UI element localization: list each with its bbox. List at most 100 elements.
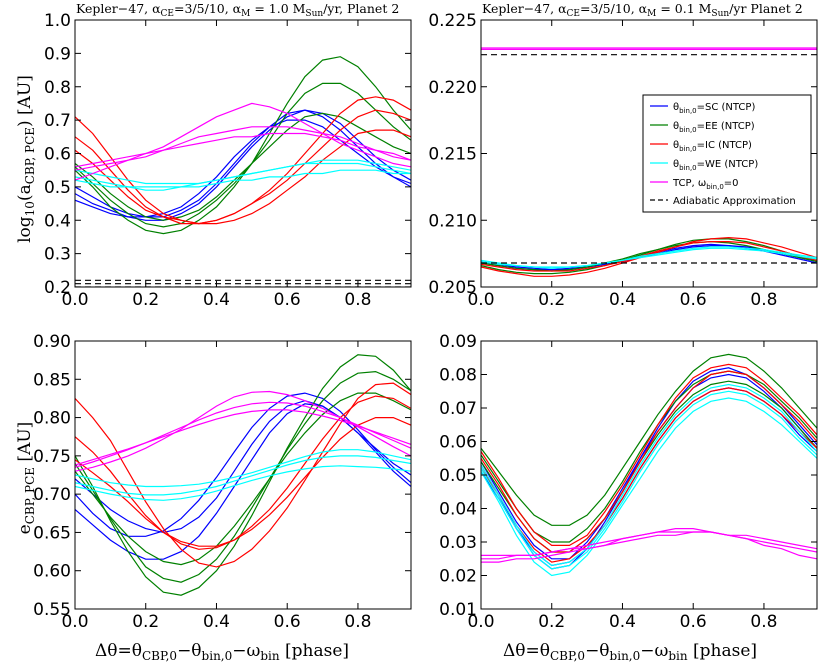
x-tick-label: 0.4 xyxy=(203,612,230,632)
series-line-we-10 xyxy=(75,455,411,496)
series-line-ic-6 xyxy=(75,382,411,568)
series-line-sc-1 xyxy=(75,119,411,218)
axes-frame xyxy=(74,340,412,610)
series-line-tcp-14 xyxy=(481,531,817,557)
y-tick-label: 0.07 xyxy=(439,399,477,419)
series-line-ee-3 xyxy=(75,354,411,596)
y-tick-label: 0.55 xyxy=(33,600,71,620)
legend-entry-tcp: TCP, ωbin,0=0 xyxy=(650,178,739,191)
y-tick-label: 1.0 xyxy=(44,11,71,31)
x-tick-label: 0.6 xyxy=(680,290,707,310)
y-tick-label: 0.9 xyxy=(44,44,71,64)
x-tick-label: 0.4 xyxy=(609,612,636,632)
series-line-ic-7 xyxy=(481,370,817,553)
x-tick-label: 0.8 xyxy=(344,290,371,310)
series-line-ic-8 xyxy=(75,417,411,547)
series-line-ee-3 xyxy=(481,353,817,526)
series-line-ic-5 xyxy=(481,241,817,272)
y-tick-label: 0.04 xyxy=(439,500,477,520)
y-tick-label: 0.75 xyxy=(33,447,71,467)
series-line-tcp-13 xyxy=(75,126,411,171)
xlabel-bottom-left: Δθ=θCBP,0−θbin,0−ωbin [phase] xyxy=(95,641,349,663)
series-line-ee-5 xyxy=(75,392,411,566)
legend-entry-adiabatic: Adiabatic Approximation xyxy=(650,196,796,207)
x-tick-label: 0.0 xyxy=(467,290,494,310)
svg-text:θbin,0=EE (NTCP): θbin,0=EE (NTCP) xyxy=(673,121,755,134)
series-line-ic-6 xyxy=(481,363,817,547)
series-line-sc-0 xyxy=(75,392,411,537)
series-line-ic-8 xyxy=(75,129,411,225)
legend-entry-ic: θbin,0=IC (NTCP) xyxy=(650,140,752,153)
y-tick-label: 0.205 xyxy=(428,278,477,298)
series-line-we-10 xyxy=(75,162,411,188)
x-tick-label: 0.4 xyxy=(203,290,230,310)
series-line-sc-2 xyxy=(75,403,411,560)
x-tick-label: 0.6 xyxy=(274,612,301,632)
svg-text:θbin,0=IC (NTCP): θbin,0=IC (NTCP) xyxy=(673,140,752,153)
plot-lines xyxy=(481,47,817,277)
y-tick-label: 0.65 xyxy=(33,523,71,543)
panel-top-left: 0.0 0.2 0.4 0.6 0.80.20.30.40.50.60.70.80.91… xyxy=(44,11,412,310)
series-line-ee-5 xyxy=(75,112,411,221)
series-line-tcp-12 xyxy=(75,390,411,472)
y-tick-label: 0.90 xyxy=(33,332,71,352)
y-tick-label: 0.215 xyxy=(428,145,477,165)
series-line-tcp-12 xyxy=(75,102,411,181)
axes-frame xyxy=(480,340,818,610)
series-line-ee-2 xyxy=(481,238,817,275)
title-top-left: Kepler−47, αCE=3/5/10, αM = 1.0 MSun/yr,… xyxy=(76,1,399,19)
y-tick-label: 0.70 xyxy=(33,485,71,505)
svg-text:Adiabatic Approximation: Adiabatic Approximation xyxy=(673,196,796,207)
y-tick-label: 0.210 xyxy=(428,211,477,231)
y-tick-label: 0.06 xyxy=(439,433,477,453)
series-line-we-11 xyxy=(481,383,817,567)
legend-entry-sc: θbin,0=SC (NTCP) xyxy=(650,102,755,115)
y-tick-label: 0.6 xyxy=(44,145,71,165)
x-tick-label: 0.0 xyxy=(61,290,88,310)
title-top-right: Kepler−47, αCE=3/5/10, αM = 0.1 MSun/yr … xyxy=(482,1,803,19)
y-tick-label: 0.08 xyxy=(439,366,477,386)
y-tick-label: 0.09 xyxy=(439,332,477,352)
x-tick-label: 0.0 xyxy=(61,612,88,632)
series-line-sc-2 xyxy=(75,109,411,218)
plot-lines xyxy=(481,353,817,577)
svg-text:θbin,0=SC (NTCP): θbin,0=SC (NTCP) xyxy=(673,102,755,115)
y-tick-label: 0.3 xyxy=(44,245,71,265)
ylabel-bottom-left: eCBP, PCE [AU] xyxy=(15,422,37,535)
x-tick-label: 0.2 xyxy=(538,290,565,310)
svg-text:TCP, ωbin,0=0: TCP, ωbin,0=0 xyxy=(672,178,739,191)
x-tick-label: 0.2 xyxy=(132,612,159,632)
series-line-sc-0 xyxy=(75,109,411,221)
series-line-tcp-14 xyxy=(75,409,411,466)
y-tick-label: 0.220 xyxy=(428,78,477,98)
y-tick-label: 0.225 xyxy=(428,11,477,31)
legend-entry-ee: θbin,0=EE (NTCP) xyxy=(650,121,755,134)
series-line-ee-4 xyxy=(75,82,411,228)
x-tick-label: 0.0 xyxy=(467,612,494,632)
y-tick-label: 0.8 xyxy=(44,78,71,98)
x-tick-label: 0.2 xyxy=(132,290,159,310)
series-line-we-11 xyxy=(75,465,411,501)
legend-entry-we: θbin,0=WE (NTCP) xyxy=(650,159,758,172)
series-line-sc-0 xyxy=(481,245,817,271)
x-tick-label: 0.6 xyxy=(680,612,707,632)
y-tick-label: 0.03 xyxy=(439,533,477,553)
y-tick-label: 0.85 xyxy=(33,370,71,390)
panel-bottom-right: 0.0 0.2 0.4 0.6 0.8 0.01 0.02 0.03 0.04 0.05 0.06 0… xyxy=(439,332,818,632)
series-line-ic-7 xyxy=(75,109,411,225)
ylabel-top-left: log10(aCBP, PCE) [AU] xyxy=(15,75,37,243)
y-tick-label: 0.01 xyxy=(439,600,477,620)
panel-bottom-left: 0.0 0.2 0.4 0.6 0.8 0.55 0.60 0.65 0.70 0.75 0.80 0… xyxy=(33,332,412,632)
y-tick-label: 0.4 xyxy=(44,211,71,231)
y-tick-label: 0.02 xyxy=(439,567,477,587)
series-line-we-11 xyxy=(75,169,411,191)
y-tick-label: 0.2 xyxy=(44,278,71,298)
legend: θbin,0=SC (NTCP) θbin,0=EE (NTCP) θbin,0… xyxy=(642,94,812,213)
series-line-ee-4 xyxy=(75,370,411,583)
series-line-we-6 xyxy=(481,246,817,269)
y-tick-label: 0.5 xyxy=(44,178,71,198)
y-tick-label: 0.60 xyxy=(33,562,71,582)
x-tick-label: 0.8 xyxy=(750,612,777,632)
y-tick-label: 0.80 xyxy=(33,409,71,429)
